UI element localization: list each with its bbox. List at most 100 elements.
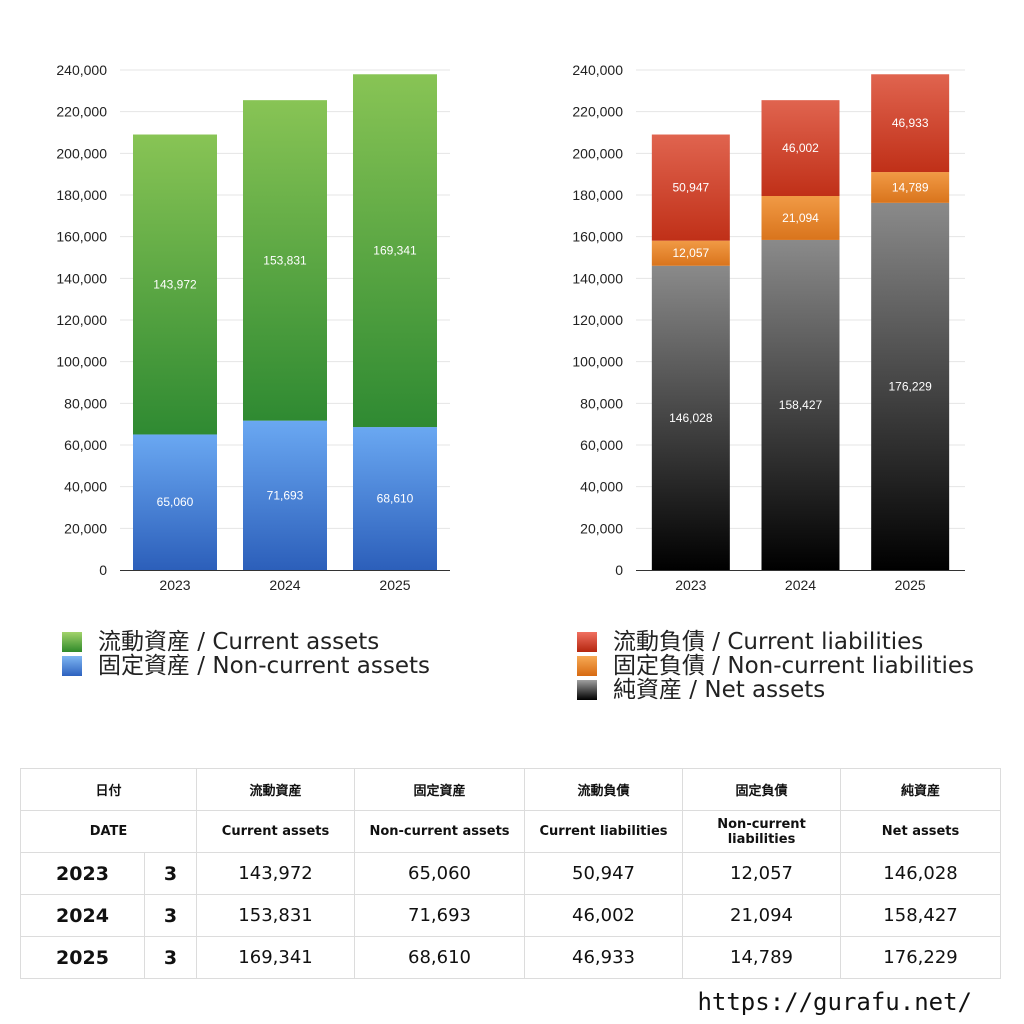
table-cell: 21,094 bbox=[682, 894, 842, 937]
liabilities-x-tick-label: 2023 bbox=[675, 577, 706, 593]
assets-data-label: 153,831 bbox=[263, 253, 307, 267]
table-cell: 46,933 bbox=[524, 936, 684, 979]
assets-data-label: 143,972 bbox=[153, 277, 197, 291]
liabilities-bar-segment bbox=[871, 172, 950, 203]
assets-data-label: 71,693 bbox=[267, 488, 304, 502]
table-row: 2023 3 143,972 65,060 50,947 12,057 146,… bbox=[20, 852, 1002, 895]
liabilities-data-label: 158,427 bbox=[779, 398, 823, 412]
legend-left: 流動資産 / Current assets 固定資産 / Non-current… bbox=[62, 630, 430, 678]
table-cell: 143,972 bbox=[196, 852, 356, 895]
table-cell: 146,028 bbox=[840, 852, 1002, 895]
table-cell: 46,002 bbox=[524, 894, 684, 937]
liabilities-bar-segment bbox=[761, 239, 840, 570]
table-cell-month: 3 bbox=[143, 936, 198, 979]
table-header-cell: Non-current liabilities bbox=[682, 810, 842, 853]
assets-x-tick-label: 2023 bbox=[159, 577, 190, 593]
table-header-cell: Net assets bbox=[840, 810, 1002, 853]
liabilities-y-tick-label: 200,000 bbox=[572, 145, 623, 161]
assets-data-label: 68,610 bbox=[377, 492, 414, 506]
liabilities-y-tick-label: 220,000 bbox=[572, 104, 623, 120]
table-cell: 14,789 bbox=[682, 936, 842, 979]
liabilities-data-label: 46,002 bbox=[782, 141, 819, 155]
assets-y-tick-label: 100,000 bbox=[56, 354, 107, 370]
table-header-cell: 固定資産 bbox=[354, 768, 526, 811]
table-cell: 68,610 bbox=[354, 936, 526, 979]
table-row: 2024 3 153,831 71,693 46,002 21,094 158,… bbox=[20, 894, 1002, 937]
liabilities-y-tick-label: 120,000 bbox=[572, 312, 623, 328]
table-header-cell: DATE bbox=[19, 810, 198, 853]
assets-x-tick-label: 2024 bbox=[269, 577, 300, 593]
assets-y-tick-label: 20,000 bbox=[64, 520, 107, 536]
table-row: 2025 3 169,341 68,610 46,933 14,789 176,… bbox=[20, 936, 1002, 979]
legend-item-current-assets: 流動資産 / Current assets bbox=[62, 630, 430, 654]
legend-swatch-orange bbox=[577, 656, 597, 676]
assets-bar-segment bbox=[133, 434, 217, 570]
assets-x-tick-label: 2025 bbox=[379, 577, 410, 593]
liabilities-data-label: 14,789 bbox=[892, 180, 929, 194]
table-header-cell: Current liabilities bbox=[524, 810, 684, 853]
legend-item-net-assets: 純資産 / Net assets bbox=[577, 678, 974, 702]
liabilities-data-label: 46,933 bbox=[892, 116, 929, 130]
table-cell-year: 2024 bbox=[20, 894, 145, 937]
assets-y-tick-label: 40,000 bbox=[64, 479, 107, 495]
table-cell-month: 3 bbox=[143, 894, 198, 937]
assets-y-tick-label: 180,000 bbox=[56, 187, 107, 203]
liabilities-bar-segment bbox=[651, 265, 730, 570]
footer-url: https://gurafu.net/ bbox=[697, 988, 972, 1016]
table-header-cell: Non-current assets bbox=[354, 810, 526, 853]
liabilities-y-tick-label: 80,000 bbox=[580, 395, 623, 411]
assets-y-tick-label: 140,000 bbox=[56, 270, 107, 286]
assets-bar-segment bbox=[353, 427, 437, 570]
assets-y-tick-label: 0 bbox=[99, 562, 107, 578]
liabilities-bar-segment bbox=[871, 202, 950, 570]
table-cell-year: 2023 bbox=[20, 852, 145, 895]
liabilities-data-label: 50,947 bbox=[672, 181, 709, 195]
assets-y-tick-label: 80,000 bbox=[64, 395, 107, 411]
assets-data-label: 169,341 bbox=[373, 244, 417, 258]
legend-item-non-current-assets: 固定資産 / Non-current assets bbox=[62, 654, 430, 678]
legend-label: 流動負債 / Current liabilities bbox=[613, 629, 924, 655]
table-cell-year: 2025 bbox=[20, 936, 145, 979]
assets-y-tick-label: 240,000 bbox=[56, 62, 107, 78]
liabilities-y-tick-label: 180,000 bbox=[572, 187, 623, 203]
table-header-cell: 純資産 bbox=[840, 768, 1002, 811]
liabilities-y-tick-label: 40,000 bbox=[580, 479, 623, 495]
table-cell: 50,947 bbox=[524, 852, 684, 895]
assets-y-tick-label: 60,000 bbox=[64, 437, 107, 453]
liabilities-y-tick-label: 240,000 bbox=[572, 62, 623, 78]
legend-label: 固定資産 / Non-current assets bbox=[98, 653, 431, 679]
liabilities-y-tick-label: 60,000 bbox=[580, 437, 623, 453]
legend-label: 固定負債 / Non-current liabilities bbox=[613, 653, 974, 679]
legend-swatch-black bbox=[577, 680, 597, 700]
legend-label: 流動資産 / Current assets bbox=[98, 629, 380, 655]
assets-data-label: 65,060 bbox=[157, 495, 194, 509]
legend-right: 流動負債 / Current liabilities 固定負債 / Non-cu… bbox=[577, 630, 974, 702]
liabilities-data-label: 146,028 bbox=[669, 411, 713, 425]
liabilities-y-tick-label: 140,000 bbox=[572, 270, 623, 286]
liabilities-bar-segment bbox=[761, 195, 840, 240]
legend-item-non-current-liabilities: 固定負債 / Non-current liabilities bbox=[577, 654, 974, 678]
assets-y-tick-label: 160,000 bbox=[56, 229, 107, 245]
assets-y-tick-label: 220,000 bbox=[56, 104, 107, 120]
assets-y-tick-label: 200,000 bbox=[56, 145, 107, 161]
legend-swatch-blue bbox=[62, 656, 82, 676]
liabilities-x-tick-label: 2025 bbox=[895, 577, 926, 593]
table-cell: 71,693 bbox=[354, 894, 526, 937]
assets-y-tick-label: 120,000 bbox=[56, 312, 107, 328]
liabilities-data-label: 176,229 bbox=[888, 379, 932, 393]
liabilities-data-label: 21,094 bbox=[782, 211, 819, 225]
legend-swatch-red bbox=[577, 632, 597, 652]
table-header-cell: 日付 bbox=[19, 768, 198, 811]
table-cell: 153,831 bbox=[196, 894, 356, 937]
table-cell: 65,060 bbox=[354, 852, 526, 895]
liabilities-y-tick-label: 160,000 bbox=[572, 229, 623, 245]
table-cell: 12,057 bbox=[682, 852, 842, 895]
table-header-cell: 流動負債 bbox=[524, 768, 684, 811]
assets-bar-segment bbox=[353, 74, 437, 428]
table-header-cell: 流動資産 bbox=[196, 768, 356, 811]
table-header-cell: 固定負債 bbox=[682, 768, 842, 811]
assets-bar-segment bbox=[133, 134, 217, 435]
table-header-cell: Current assets bbox=[196, 810, 356, 853]
liabilities-bar-segment bbox=[651, 134, 730, 241]
liabilities-y-tick-label: 20,000 bbox=[580, 520, 623, 536]
